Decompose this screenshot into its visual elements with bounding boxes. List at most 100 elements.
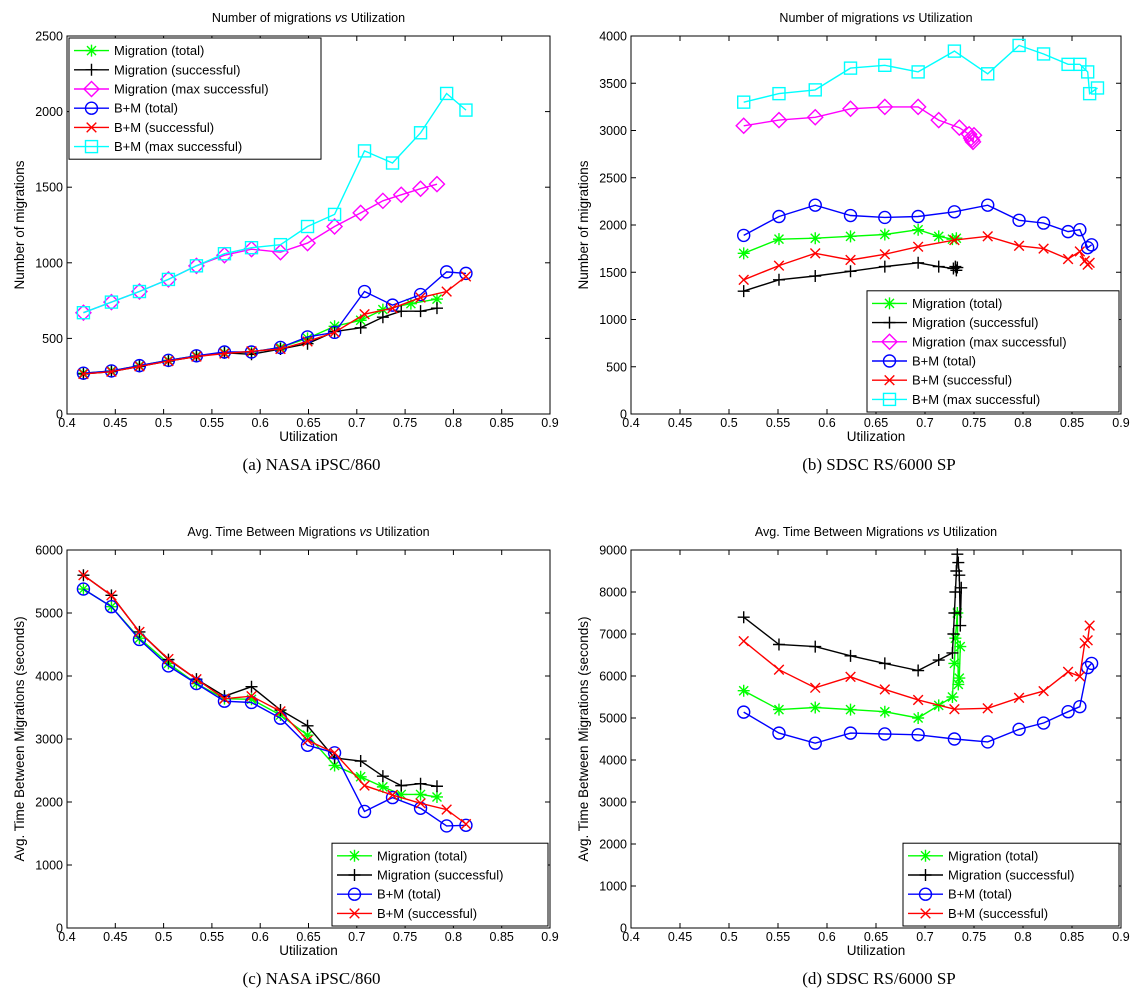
marker (932, 230, 945, 243)
marker (955, 581, 968, 594)
y-tick-label: 0 (56, 922, 63, 936)
marker (1073, 699, 1087, 714)
y-tick-label: 3000 (599, 796, 627, 810)
marker (357, 144, 372, 158)
marker (770, 111, 788, 129)
marker (374, 192, 392, 210)
marker (1084, 656, 1099, 671)
marker (395, 779, 408, 792)
marker (843, 726, 858, 740)
marker (217, 345, 232, 359)
chart-title: Number of migrations vs Utilization (212, 11, 405, 25)
marker (1080, 240, 1095, 255)
marker (946, 233, 959, 246)
marker (271, 243, 289, 261)
x-tick-label: 0.65 (296, 930, 320, 944)
marker (430, 790, 443, 803)
marker (1074, 671, 1086, 682)
marker (772, 726, 786, 740)
series-2 (735, 98, 983, 151)
series-line (743, 554, 962, 672)
y-axis-label: Number of migrations (576, 160, 591, 289)
marker (950, 264, 963, 277)
marker (301, 719, 314, 732)
x-tick-label: 0.8 (445, 930, 462, 944)
y-tick-label: 8000 (599, 586, 627, 600)
marker (354, 321, 367, 334)
marker (327, 207, 342, 222)
chart-title-part: Avg. Time Between Migrations (187, 525, 359, 539)
marker (274, 704, 287, 717)
marker (949, 234, 960, 246)
marker (439, 265, 454, 279)
marker (439, 86, 454, 101)
marker (395, 788, 408, 801)
chart-title-part: Number of migrations (779, 11, 902, 25)
marker (981, 67, 995, 81)
y-tick-label: 6000 (35, 544, 63, 558)
marker (275, 705, 286, 717)
y-tick-label: 2500 (599, 171, 627, 185)
marker (947, 732, 962, 746)
marker (883, 297, 896, 310)
marker (1012, 38, 1026, 53)
y-tick-label: 0 (56, 408, 63, 422)
marker (1061, 705, 1075, 719)
x-tick-label: 0.45 (103, 930, 127, 944)
marker (953, 672, 966, 685)
x-tick-label: 0.8 (445, 416, 462, 430)
marker (1012, 213, 1026, 227)
marker (357, 284, 372, 299)
x-tick-label: 0.7 (916, 930, 933, 944)
marker (912, 256, 925, 269)
marker (981, 198, 995, 212)
legend-label: Migration (total) (377, 848, 467, 863)
marker (327, 325, 342, 340)
marker (809, 701, 822, 714)
y-tick-label: 2000 (35, 105, 63, 119)
legend-label: Migration (max successful) (912, 334, 1067, 349)
marker (1084, 620, 1095, 631)
marker (430, 780, 443, 793)
x-tick-label: 0.7 (348, 930, 365, 944)
marker (354, 314, 367, 327)
chart-title-part: vs (359, 525, 372, 539)
legend-label: Migration (successful) (912, 315, 1038, 330)
marker (843, 208, 858, 223)
x-tick-label: 0.9 (1112, 416, 1129, 430)
marker (302, 734, 313, 746)
marker (844, 230, 857, 243)
y-tick-label: 0 (620, 408, 627, 422)
marker (412, 180, 430, 198)
marker (392, 186, 410, 204)
chart-title-part: Avg. Time Between Migrations (755, 525, 927, 539)
x-tick-label: 0.85 (490, 930, 514, 944)
marker (245, 680, 258, 693)
marker (843, 61, 858, 75)
x-tick-label: 0.75 (962, 416, 986, 430)
marker (911, 209, 925, 224)
x-tick-label: 0.45 (668, 416, 692, 430)
legend-label: B+M (successful) (114, 120, 214, 135)
marker (737, 705, 751, 719)
marker (879, 684, 891, 695)
x-axis-label: Utilization (279, 943, 338, 958)
series-line (743, 625, 1091, 710)
marker (376, 780, 389, 793)
marker (951, 261, 964, 274)
caption: (d) SDSC RS/6000 SP (802, 969, 956, 988)
legend-box (902, 842, 1120, 927)
marker (878, 210, 892, 225)
marker (932, 654, 945, 667)
y-tick-label: 4000 (599, 30, 627, 44)
marker (191, 351, 202, 362)
series-line (82, 574, 438, 787)
legend-label: B+M (successful) (377, 906, 477, 921)
caption: (c) NASA iPSC/860 (243, 969, 381, 988)
series-2 (74, 175, 446, 322)
marker (1090, 81, 1105, 95)
x-tick-label: 0.85 (1060, 416, 1084, 430)
chart-title-part: Utilization (939, 525, 997, 539)
marker (414, 777, 427, 790)
marker (217, 247, 232, 261)
